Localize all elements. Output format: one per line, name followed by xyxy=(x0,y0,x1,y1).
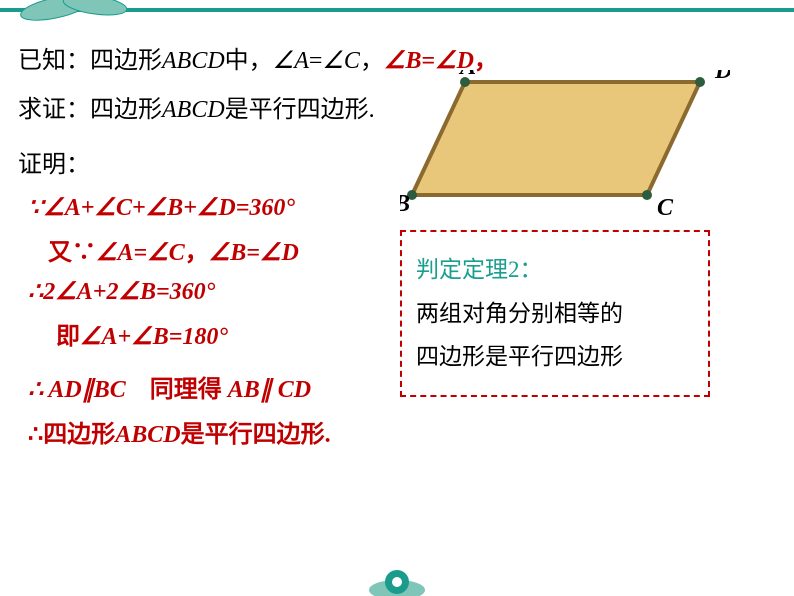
theorem-line1: 两组对角分别相等的 xyxy=(416,292,694,336)
given-prefix: 已知：四边形 xyxy=(18,48,162,74)
step-6: ∴四边形ABCD是平行四边形. xyxy=(28,414,778,449)
step6-pre: ∴ xyxy=(28,422,43,448)
svg-text:D: D xyxy=(714,70,730,84)
svg-text:A: A xyxy=(458,70,476,80)
prove-prefix: 求证：四边形 xyxy=(18,97,162,123)
step6-cn: 四边形 xyxy=(43,422,115,448)
given-eq1r: ∠C xyxy=(322,48,360,74)
step4-pre: 即 xyxy=(56,324,80,350)
step2-pre: 又∵ xyxy=(48,240,96,266)
prove-suffix: 是平行四边形. xyxy=(225,97,375,123)
theorem-line2: 四边形是平行四边形 xyxy=(416,335,694,379)
step2-mid: ， xyxy=(185,240,209,266)
given-mid: 中， xyxy=(225,48,273,74)
top-decoration xyxy=(0,0,794,30)
given-eq1l: ∠A xyxy=(273,48,309,74)
svg-text:C: C xyxy=(657,195,674,220)
theorem-title: 判定定理2： xyxy=(416,248,694,292)
step5-b: 同理得 xyxy=(150,377,222,403)
given-shape: ABCD xyxy=(162,48,225,74)
step5-a: ∴ AD∥BC xyxy=(28,377,126,403)
bottom-logo-icon xyxy=(367,560,427,596)
step6-shape: ABCD xyxy=(115,422,180,448)
theorem-box: 判定定理2： 两组对角分别相等的 四边形是平行四边形 xyxy=(400,230,710,397)
step6-suf: 是平行四边形. xyxy=(181,422,331,448)
given-c1: ， xyxy=(360,48,384,74)
step2-eq1: ∠A=∠C xyxy=(96,240,185,266)
step2-eq2: ∠B=∠D xyxy=(209,240,299,266)
step5-c: AB∥ CD xyxy=(222,377,311,403)
svg-text:B: B xyxy=(400,191,410,217)
prove-shape: ABCD xyxy=(162,97,225,123)
step4-main: ∠A+∠B=180° xyxy=(80,324,228,350)
parallelogram-diagram: A D C B xyxy=(400,70,730,220)
